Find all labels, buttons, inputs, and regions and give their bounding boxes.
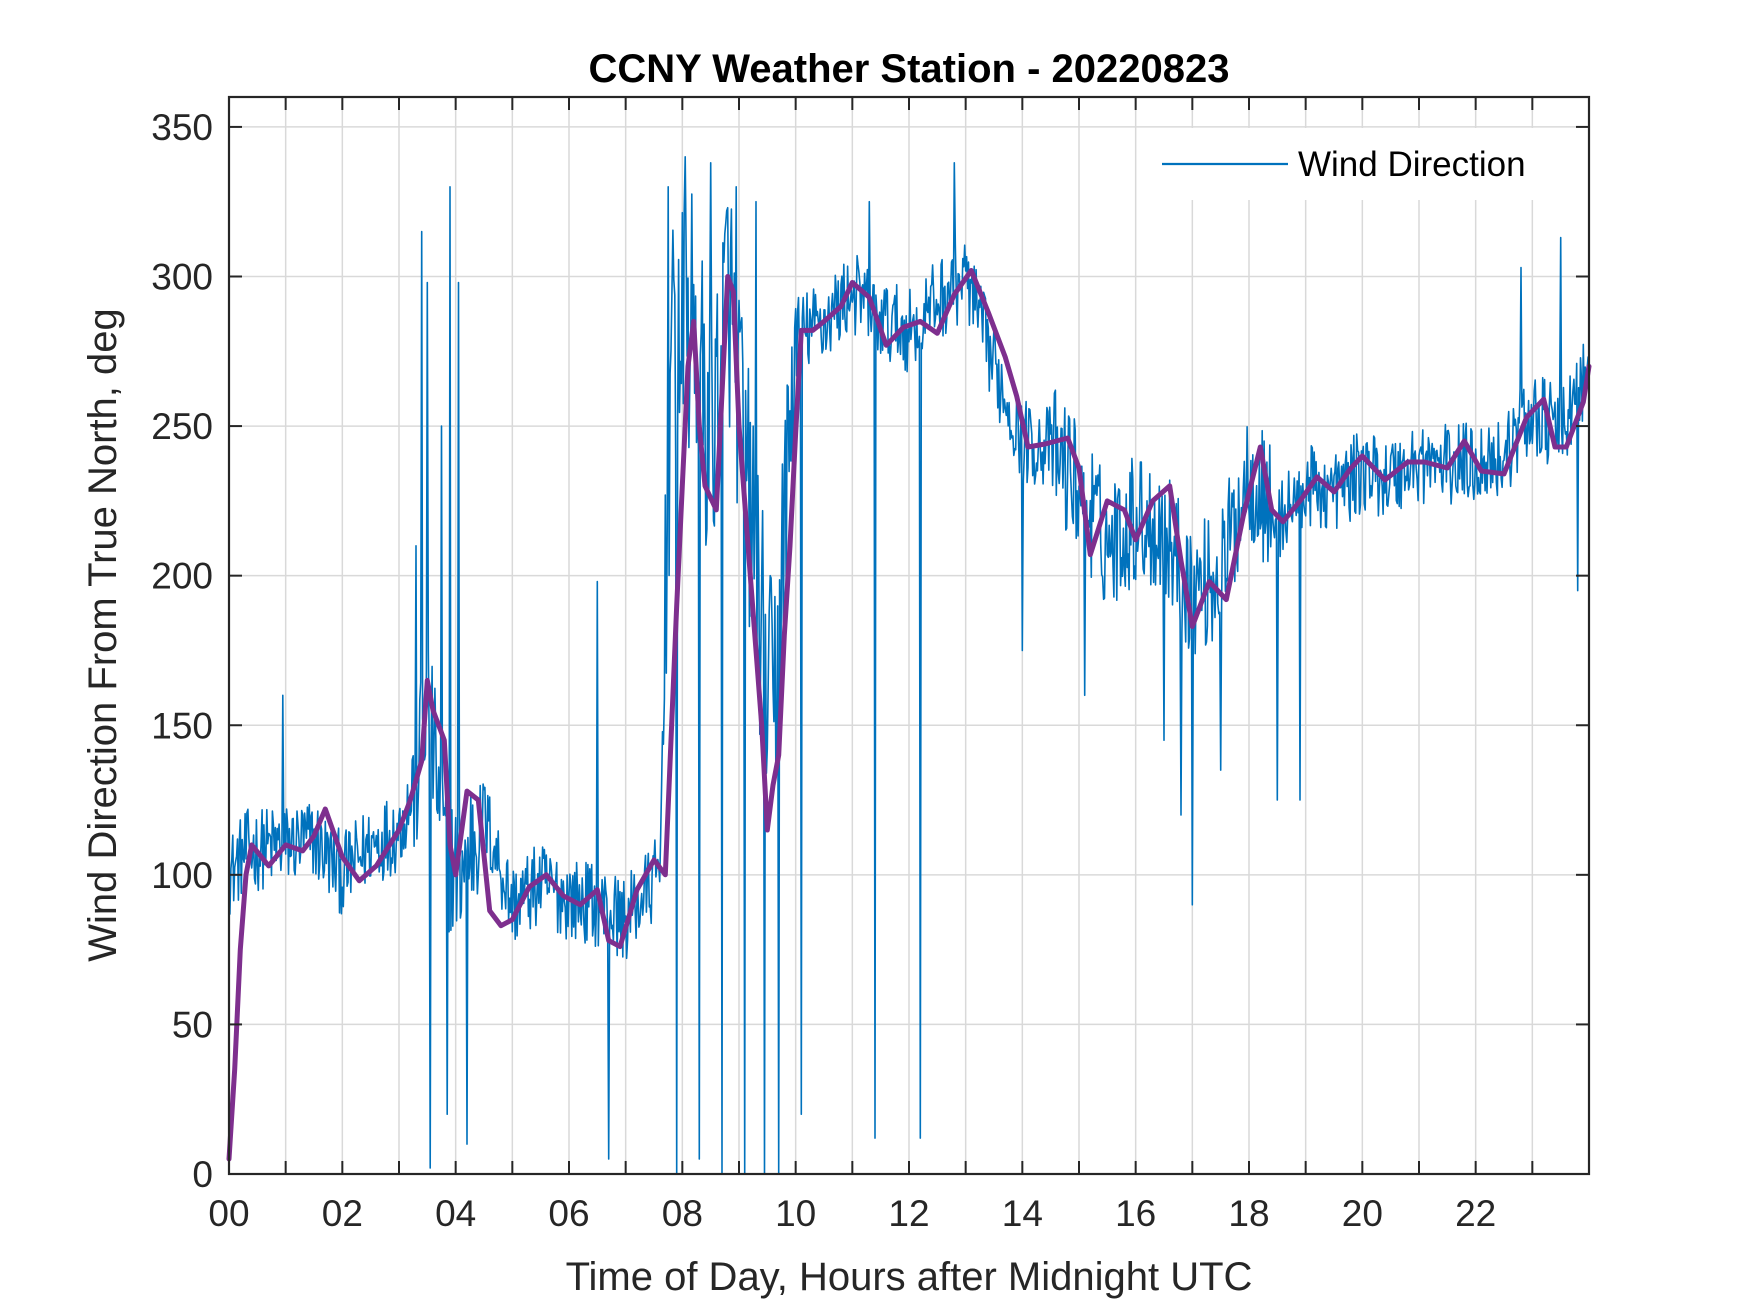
y-tick-label: 350 bbox=[151, 107, 213, 148]
y-tick-label: 250 bbox=[151, 406, 213, 447]
x-tick-label: 22 bbox=[1455, 1193, 1496, 1234]
y-tick-label: 150 bbox=[151, 705, 213, 746]
x-tick-labels: 00 02 04 06 08 10 12 14 16 18 20 22 bbox=[208, 1193, 1496, 1234]
y-tick-label: 0 bbox=[192, 1154, 213, 1195]
x-tick-label: 00 bbox=[208, 1193, 249, 1234]
y-tick-label: 100 bbox=[151, 855, 213, 896]
x-tick-label: 20 bbox=[1342, 1193, 1383, 1234]
series-smoothed bbox=[226, 268, 1592, 1162]
x-tick-label: 08 bbox=[662, 1193, 703, 1234]
x-tick-label: 16 bbox=[1115, 1193, 1156, 1234]
x-tick-label: 12 bbox=[888, 1193, 929, 1234]
x-axis-label: Time of Day, Hours after Midnight UTC bbox=[566, 1255, 1253, 1299]
legend: Wind Direction bbox=[1150, 128, 1562, 200]
x-tick-label: 14 bbox=[1002, 1193, 1043, 1234]
x-tick-label: 04 bbox=[435, 1193, 476, 1234]
y-tick-label: 50 bbox=[172, 1004, 213, 1045]
legend-label-wind-direction: Wind Direction bbox=[1298, 145, 1526, 184]
x-tick-label: 06 bbox=[548, 1193, 589, 1234]
x-tick-label: 18 bbox=[1228, 1193, 1269, 1234]
x-tick-label: 10 bbox=[775, 1193, 816, 1234]
x-tick-label: 02 bbox=[322, 1193, 363, 1234]
chart-title: CCNY Weather Station - 20220823 bbox=[589, 47, 1230, 91]
gridlines bbox=[229, 97, 1589, 1174]
y-tick-labels: 0 50 100 150 200 250 300 350 bbox=[151, 107, 213, 1195]
y-axis-label: Wind Direction From True North, deg bbox=[81, 308, 125, 962]
axis-ticks bbox=[229, 97, 1589, 1175]
smoothed-line bbox=[226, 268, 1592, 1162]
y-tick-label: 300 bbox=[151, 257, 213, 298]
y-tick-label: 200 bbox=[151, 556, 213, 597]
